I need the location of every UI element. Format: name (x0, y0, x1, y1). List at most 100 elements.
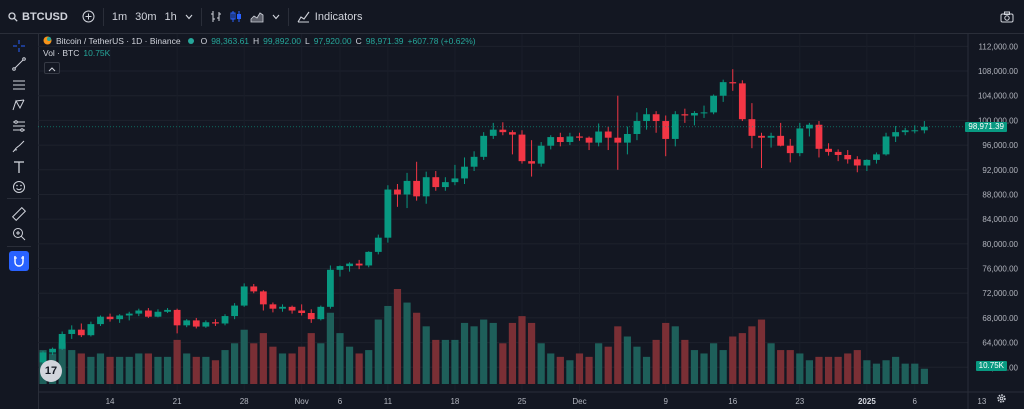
axis-settings-button[interactable] (994, 393, 1008, 407)
volume-bar (623, 336, 631, 384)
candle-body (585, 137, 593, 143)
interval-dropdown-button[interactable] (181, 0, 197, 33)
volume-bar (920, 368, 928, 384)
candles-chart-type-button[interactable] (226, 0, 246, 33)
ohlc-high-key: H (253, 36, 260, 46)
candle-body (738, 83, 746, 120)
candle-body (355, 263, 363, 266)
price-tick-label: 80,000.00 (982, 240, 1018, 249)
measure-tool[interactable] (9, 204, 29, 224)
candle-body (374, 237, 382, 252)
price-tick-label: 104,000.00 (978, 92, 1019, 101)
volume-bar (135, 353, 143, 384)
volume-bar (451, 339, 459, 384)
magnet-mode-tool[interactable] (9, 251, 29, 271)
candle-body (566, 136, 574, 143)
candle-body (49, 348, 56, 353)
chart-type-dropdown-button[interactable] (268, 0, 284, 33)
volume-bar (556, 356, 564, 384)
brush-tool[interactable] (9, 136, 29, 156)
interval-30m-button[interactable]: 30m (131, 0, 160, 33)
volume-bar (154, 356, 162, 384)
indicators-button[interactable]: Indicators (293, 0, 367, 33)
snapshot-button[interactable] (996, 0, 1018, 33)
candle-body (212, 322, 219, 324)
volume-bar (250, 343, 258, 384)
volume-bar (355, 353, 363, 384)
plus-circle-icon (82, 10, 95, 23)
volume-bar (317, 343, 325, 384)
candle-body (547, 137, 555, 146)
volume-legend: Vol · BTC 10.75K (43, 48, 110, 58)
market-status-dot (187, 38, 194, 44)
candle-body (662, 121, 670, 139)
volume-bar (202, 356, 210, 384)
volume-bar (652, 339, 660, 384)
ohlc-open-value: 98,363.61 (211, 36, 250, 46)
tradingview-logo[interactable]: 17 (40, 360, 62, 382)
volume-bar (796, 353, 804, 384)
volume-bar (58, 343, 66, 384)
interval-1h-button[interactable]: 1h (161, 0, 181, 33)
volume-bar (298, 346, 306, 384)
volume-bar (537, 343, 545, 384)
pattern-tool[interactable] (9, 95, 29, 115)
volume-bar (834, 356, 842, 384)
zoom-in-tool[interactable] (9, 224, 29, 244)
volume-bar (508, 322, 517, 384)
price-tick-label: 112,000.00 (979, 42, 1019, 51)
candle-body (901, 130, 909, 133)
candle-body (441, 182, 449, 188)
compare-symbol-button[interactable] (78, 0, 99, 33)
volume-bar (345, 346, 354, 384)
price-tick-label: 96,000.00 (982, 141, 1018, 150)
chart-pane[interactable]: 112,000.00 108,000.00 104,000.00 100,000.00… (38, 34, 1024, 409)
trend-line-tool[interactable] (9, 54, 29, 74)
interval-1m-button[interactable]: 1m (108, 0, 131, 33)
time-tick-label: 25 (518, 397, 527, 406)
price-chart[interactable]: 112,000.00 108,000.00 104,000.00 100,000.00… (38, 34, 1024, 409)
volume-bar (575, 353, 584, 384)
text-tool[interactable] (9, 157, 29, 177)
candle-body (777, 135, 785, 146)
volume-bar (527, 322, 536, 384)
volume-bar (221, 350, 229, 384)
candle-body (853, 159, 861, 166)
volume-bar (767, 343, 775, 384)
volume-bar (422, 326, 430, 384)
brush-icon (12, 139, 26, 153)
candle-body (192, 320, 200, 327)
drawing-toolbar (0, 34, 39, 409)
candle-body (394, 189, 401, 195)
candle-body (815, 124, 823, 149)
candle-body (259, 291, 267, 305)
collapse-legend-button[interactable] (44, 62, 60, 74)
volume-bar (393, 289, 402, 384)
toolbar-divider (200, 7, 202, 26)
bar-chart-type-button[interactable] (206, 0, 226, 33)
volume-bar (432, 339, 440, 384)
candle-body (528, 161, 535, 164)
emoji-tool[interactable] (9, 177, 29, 197)
trend-line-icon (12, 57, 26, 71)
time-tick-label: 6 (338, 397, 343, 406)
candle-body (834, 151, 842, 155)
candle-body (116, 315, 124, 320)
volume-bar (77, 353, 85, 384)
candle-body (183, 320, 191, 326)
volume-bar (211, 360, 220, 384)
price-tick-label: 68,000.00 (982, 314, 1018, 323)
crosshair-tool[interactable] (9, 36, 29, 56)
candle-body (317, 306, 325, 320)
fib-retracement-tool[interactable] (9, 116, 29, 136)
horizontal-lines-tool[interactable] (9, 75, 29, 95)
volume-bar (786, 350, 794, 384)
volume-bar (642, 356, 651, 384)
last-price-label: 98,971.39 (965, 121, 1007, 132)
area-chart-type-button[interactable] (246, 0, 268, 33)
symbol-search-button[interactable]: BTCUSD (0, 0, 72, 33)
volume-bar (729, 336, 737, 384)
volume-bar (777, 350, 785, 384)
volume-bar (882, 360, 890, 384)
candle-body (125, 313, 133, 316)
